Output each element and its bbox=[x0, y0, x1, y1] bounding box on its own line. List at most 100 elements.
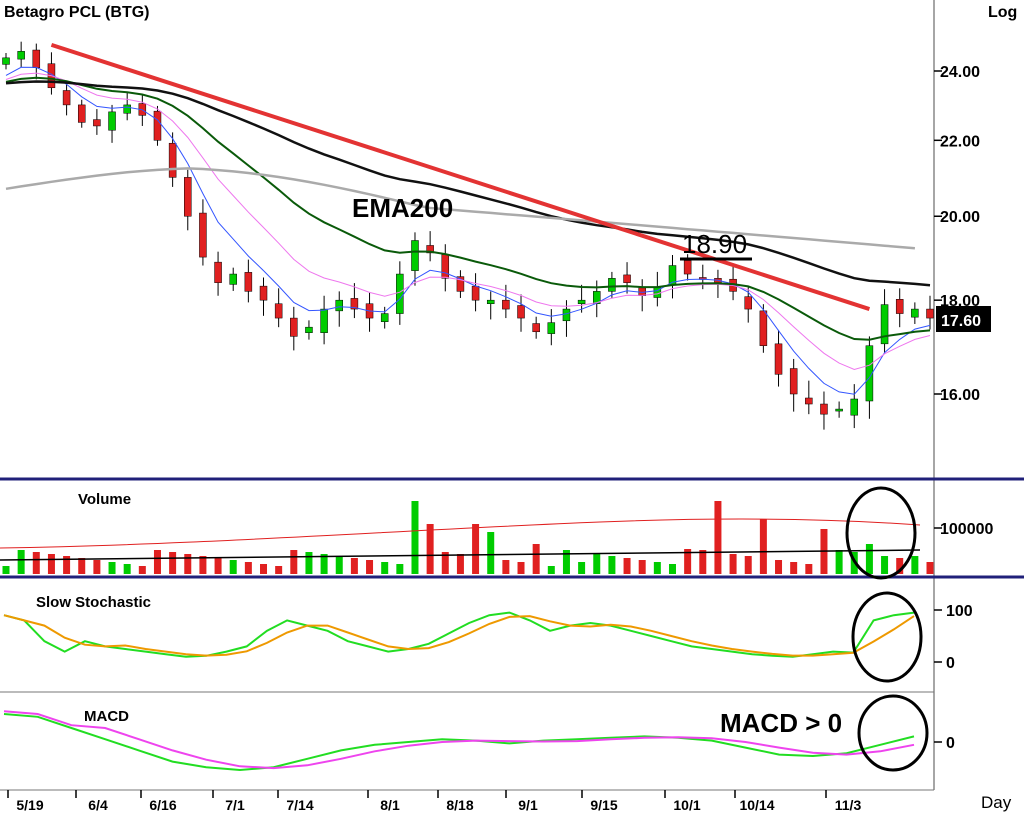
candle-body bbox=[199, 212, 207, 258]
y-tick-label: 24.00 bbox=[940, 64, 980, 81]
ema-long-line bbox=[5, 80, 931, 287]
candle-body bbox=[562, 308, 571, 322]
last-price-tag bbox=[936, 306, 991, 332]
volume-bar bbox=[472, 524, 480, 574]
candle-body bbox=[184, 177, 192, 217]
volume-bar bbox=[93, 560, 101, 574]
volume-bar bbox=[153, 550, 161, 574]
volume-bar bbox=[684, 549, 692, 574]
stochastic-title: Slow Stochastic bbox=[36, 594, 151, 611]
volume-bar bbox=[456, 554, 464, 574]
volume-bar bbox=[714, 501, 722, 574]
ema200-annotation: EMA200 bbox=[352, 193, 453, 223]
x-tick-label: 10/14 bbox=[739, 797, 774, 813]
volume-y-tick-label: 100000 bbox=[940, 521, 993, 538]
resistance-price-annotation: 18.90 bbox=[682, 229, 747, 259]
volume-bar bbox=[487, 532, 495, 574]
stochastic-panel bbox=[3, 611, 915, 658]
x-tick-label: 6/4 bbox=[88, 797, 108, 813]
x-tick-label: 11/3 bbox=[835, 797, 862, 813]
volume-bar bbox=[290, 550, 298, 574]
candle-body bbox=[350, 298, 359, 310]
volume-bar bbox=[138, 566, 146, 574]
price-panel bbox=[2, 41, 934, 430]
candle-body bbox=[274, 303, 283, 319]
candle-body bbox=[805, 397, 813, 405]
stoch-y-tick-label: 0 bbox=[946, 655, 955, 672]
candle-body bbox=[153, 110, 162, 141]
volume-bar bbox=[229, 560, 237, 574]
candle-body bbox=[108, 111, 116, 131]
volume-bar bbox=[305, 552, 313, 574]
candle-body bbox=[380, 313, 389, 322]
candle-body bbox=[608, 278, 616, 292]
volume-title: Volume bbox=[78, 491, 131, 508]
volume-bar bbox=[881, 556, 889, 574]
candle-body bbox=[835, 408, 843, 412]
candle-body bbox=[426, 245, 434, 254]
volume-upper-band bbox=[0, 518, 921, 549]
macd-annotation: MACD > 0 bbox=[720, 708, 842, 738]
candle-body bbox=[244, 272, 253, 292]
candle-body bbox=[577, 299, 586, 304]
volume-bar bbox=[169, 552, 177, 574]
candle-body bbox=[850, 398, 859, 416]
stoch-y-tick-label: 100 bbox=[946, 603, 973, 620]
volume-bar bbox=[63, 556, 71, 574]
volume-bar bbox=[396, 564, 404, 574]
candle-body bbox=[93, 119, 101, 127]
volume-bar bbox=[2, 566, 10, 574]
candle-body bbox=[396, 273, 404, 314]
candle-body bbox=[486, 299, 495, 304]
y-tick-label: 20.00 bbox=[940, 209, 980, 226]
volume-bar bbox=[381, 562, 389, 574]
macd-signal-line bbox=[3, 710, 915, 770]
stochastic-highlight-circle bbox=[851, 591, 923, 683]
x-tick-label: 7/1 bbox=[225, 797, 245, 813]
candle-body bbox=[32, 49, 41, 68]
volume-bar bbox=[805, 564, 813, 574]
volume-bar bbox=[32, 552, 40, 574]
candle-body bbox=[895, 299, 904, 314]
y-tick-label: 22.00 bbox=[940, 133, 980, 150]
candle-body bbox=[502, 299, 510, 310]
candle-body bbox=[820, 403, 828, 415]
volume-bar bbox=[593, 554, 601, 574]
volume-bar bbox=[911, 556, 919, 574]
candle-body bbox=[623, 274, 631, 283]
volume-bar bbox=[699, 550, 707, 574]
candle-body bbox=[229, 273, 237, 285]
volume-bar bbox=[926, 562, 934, 574]
volume-bar bbox=[199, 556, 207, 574]
volume-bar bbox=[47, 554, 55, 574]
volume-bar bbox=[638, 560, 646, 574]
candle-body bbox=[683, 260, 692, 275]
volume-bar bbox=[17, 550, 25, 574]
volume-bar bbox=[578, 562, 586, 574]
volume-bar bbox=[562, 550, 570, 574]
volume-bar bbox=[335, 556, 343, 574]
x-tick-label: 6/16 bbox=[149, 797, 176, 813]
candle-body bbox=[77, 104, 86, 123]
volume-bar bbox=[759, 519, 767, 574]
volume-bar bbox=[835, 550, 843, 574]
volume-bar bbox=[775, 560, 783, 574]
x-tick-label: 5/19 bbox=[16, 797, 43, 813]
axes: 5/19 6/4 6/16 7/1 7/14 8/1 8/18 9/1 9/15 10/1 10/1… bbox=[7, 64, 993, 813]
volume-bar bbox=[744, 556, 752, 574]
candle-body bbox=[653, 286, 662, 298]
candle-body bbox=[259, 285, 268, 301]
volume-bar bbox=[260, 564, 268, 574]
ema200-line bbox=[5, 167, 916, 250]
macd-panel bbox=[3, 710, 915, 772]
volume-bar bbox=[668, 564, 676, 574]
volume-bar bbox=[790, 562, 798, 574]
volume-bar bbox=[411, 501, 419, 574]
y-tick-label: 18.00 bbox=[940, 293, 980, 310]
volume-bar bbox=[865, 544, 873, 574]
y-tick-label: 16.00 bbox=[940, 387, 980, 404]
volume-highlight-circle bbox=[845, 486, 917, 580]
candle-body bbox=[517, 305, 525, 319]
volume-bar bbox=[214, 558, 222, 574]
